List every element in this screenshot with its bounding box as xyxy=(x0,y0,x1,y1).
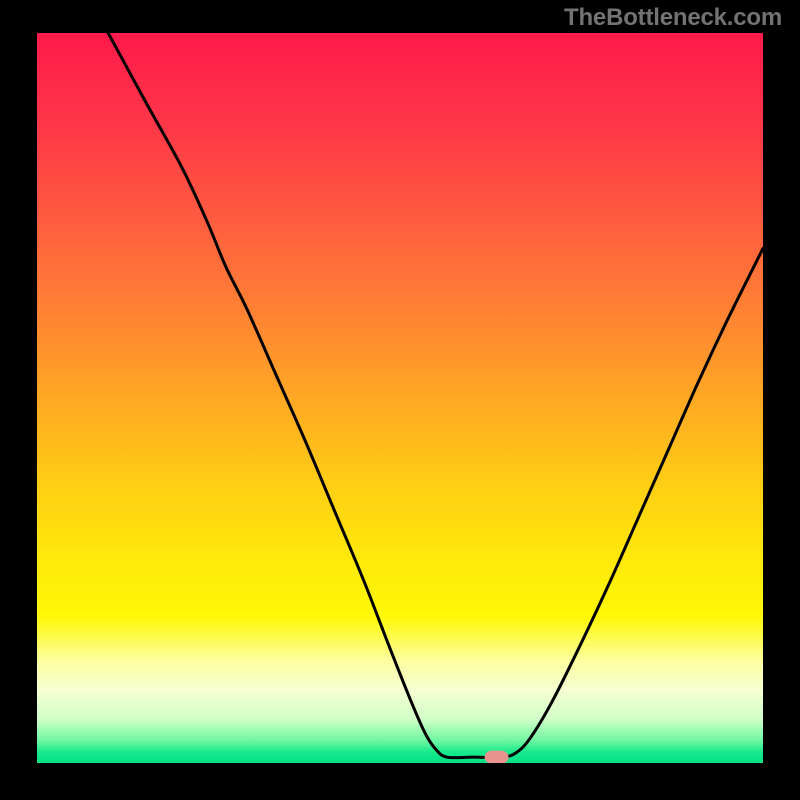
gradient-background xyxy=(37,33,763,763)
plot-svg xyxy=(37,33,763,763)
plot-area xyxy=(37,33,763,763)
watermark-text: TheBottleneck.com xyxy=(564,4,782,32)
chart-frame: TheBottleneck.com xyxy=(0,0,800,800)
optimal-marker xyxy=(485,751,509,763)
